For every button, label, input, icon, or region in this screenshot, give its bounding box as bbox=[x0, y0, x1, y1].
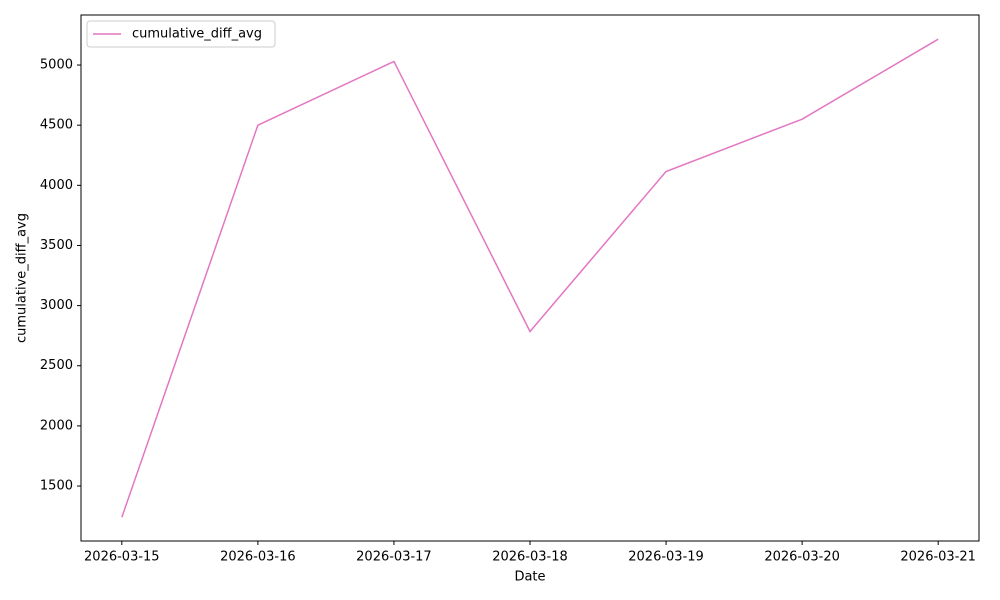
legend-box bbox=[86, 20, 276, 48]
x-tick-label: 2026-03-18 bbox=[492, 550, 568, 565]
y-tick-label: 1500 bbox=[40, 479, 73, 494]
y-tick-label: 2500 bbox=[40, 358, 73, 373]
y-tick-label: 2000 bbox=[40, 418, 73, 433]
x-axis-label: Date bbox=[514, 570, 545, 585]
x-tick-label: 2026-03-19 bbox=[628, 550, 704, 565]
y-tick-label: 4000 bbox=[40, 178, 73, 193]
y-tick-label: 3500 bbox=[40, 238, 73, 253]
data-line bbox=[121, 38, 939, 518]
legend-label: cumulative_diff_avg bbox=[132, 27, 262, 42]
y-tick-label: 4500 bbox=[40, 118, 73, 133]
x-tick-label: 2026-03-17 bbox=[356, 550, 432, 565]
x-tick-label: 2026-03-21 bbox=[900, 550, 976, 565]
y-axis-label: cumulative_diff_avg bbox=[15, 213, 30, 343]
x-tick-label: 2026-03-16 bbox=[220, 550, 296, 565]
x-tick-label: 2026-03-20 bbox=[764, 550, 840, 565]
x-tick-label: 2026-03-15 bbox=[84, 550, 160, 565]
y-tick-label: 5000 bbox=[40, 58, 73, 73]
y-tick-label: 3000 bbox=[40, 298, 73, 313]
